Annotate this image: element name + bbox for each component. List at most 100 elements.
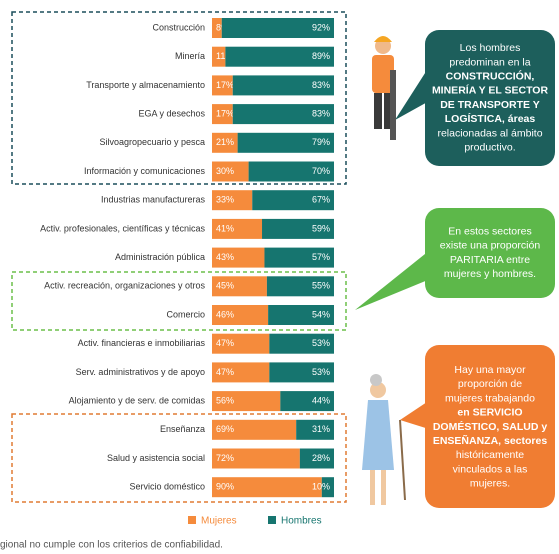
legend-swatch (268, 516, 276, 524)
category-label: Comercio (166, 309, 205, 319)
bar-segment (252, 190, 334, 211)
footnote: gional no cumple con los criterios de co… (0, 540, 223, 551)
bar-segment (212, 190, 253, 211)
worker-illustration (372, 36, 396, 140)
bar-segment (221, 18, 334, 38)
category-label: Minería (175, 51, 205, 61)
category-label: Servicio doméstico (129, 482, 205, 492)
category-label: Activ. recreación, organizaciones y otro… (44, 281, 205, 291)
legend-swatch (188, 516, 196, 524)
value-label: 67% (312, 195, 330, 205)
value-label: 83% (312, 108, 330, 118)
callout-pointer (355, 250, 440, 310)
value-label: 89% (312, 51, 330, 61)
value-label: 17% (216, 80, 234, 90)
callout-text: Los hombres (460, 42, 521, 54)
value-label: 28% (312, 453, 330, 463)
category-label: EGA y desechos (138, 108, 205, 118)
bar-segment (280, 391, 334, 412)
callout-text: predominan en la (449, 56, 530, 68)
legend-label: Mujeres (201, 516, 237, 527)
category-label: Construcción (152, 22, 205, 32)
bar-segment (212, 132, 238, 153)
bar-segment (212, 46, 226, 67)
bar-segment (268, 305, 334, 325)
bar-segment (296, 419, 334, 440)
callout-text: vinculados a las (453, 463, 528, 475)
value-label: 55% (312, 281, 330, 291)
category-label: Industrias manufactureras (101, 195, 206, 205)
callout-text: LOGÍSTICA, áreas (445, 112, 536, 125)
bar-segment (212, 18, 222, 38)
value-label: 33% (216, 195, 234, 205)
callout-box (425, 208, 555, 298)
callout-text: Hay una mayor (454, 364, 526, 376)
bar-segment (266, 276, 334, 297)
bar-segment (237, 132, 334, 153)
callout-text: ENSEÑANZA, sectores (433, 434, 548, 447)
value-label: 83% (312, 80, 330, 90)
category-label: Activ. financieras e inmobiliarias (78, 338, 206, 348)
bar-segment (212, 305, 269, 325)
value-label: 53% (312, 338, 330, 348)
callout-text: mujeres. (470, 478, 510, 490)
value-label: 92% (312, 22, 330, 32)
bar-segment (212, 75, 233, 96)
callout-box (425, 30, 555, 166)
value-label: 17% (216, 108, 234, 118)
callout-text: existe una proporción (440, 240, 541, 252)
category-label: Serv. administrativos y de apoyo (76, 367, 205, 377)
bar-segment (212, 391, 281, 412)
value-label: 57% (312, 252, 330, 262)
callout-text: MINERÍA Y EL SECTOR (432, 84, 549, 97)
bar-segment (212, 247, 265, 268)
value-label: 31% (312, 424, 330, 434)
group-frame (11, 413, 347, 503)
bar-segment (212, 104, 233, 125)
callout-box (425, 345, 555, 508)
bar-segment (212, 276, 267, 297)
bar-segment (212, 218, 263, 239)
callout-text: productivo. (464, 141, 515, 153)
callout-text: DE TRANSPORTE Y (440, 99, 540, 111)
value-label: 53% (312, 367, 330, 377)
value-label: 21% (216, 137, 234, 147)
category-label: Silvoagropecuario y pesca (99, 137, 205, 147)
category-label: Transporte y almacenamiento (86, 80, 205, 90)
value-label: 10% (312, 482, 330, 492)
value-label: 70% (312, 166, 330, 176)
bar-segment (212, 477, 322, 498)
value-label: 90% (216, 482, 234, 492)
bar-segment (212, 161, 249, 182)
callout-text: en SERVICIO (457, 407, 522, 419)
value-label: 47% (216, 338, 234, 348)
bar-segment (232, 104, 334, 125)
bar-segment (212, 419, 297, 440)
group-frame (11, 11, 347, 185)
bar-segment (269, 333, 334, 354)
value-label: 54% (312, 309, 330, 319)
bar-segment (299, 448, 334, 469)
value-label: 41% (216, 223, 234, 233)
bar-segment (212, 333, 270, 354)
category-label: Salud y asistencia social (107, 453, 205, 463)
category-label: Activ. profesionales, científicas y técn… (40, 223, 205, 233)
callout-pointer (400, 400, 432, 430)
bar-segment (248, 161, 334, 182)
callout-text: PARITARIA entre (450, 254, 530, 266)
category-label: Alojamiento y de serv. de comidas (69, 395, 206, 405)
category-label: Información y comunicaciones (84, 166, 206, 176)
value-label: 47% (216, 367, 234, 377)
bar-segment (264, 247, 334, 268)
callout-text: DOMÉSTICO, SALUD y (433, 420, 548, 433)
value-label: 79% (312, 137, 330, 147)
callout-text: mujeres y hombres. (444, 268, 536, 280)
value-label: 43% (216, 252, 234, 262)
bar-segment (269, 362, 334, 383)
bar-segment (212, 362, 270, 383)
category-label: Enseñanza (160, 424, 205, 434)
bar-segment (212, 448, 300, 469)
callout-text: proporción de (458, 378, 522, 390)
value-label: 45% (216, 281, 234, 291)
